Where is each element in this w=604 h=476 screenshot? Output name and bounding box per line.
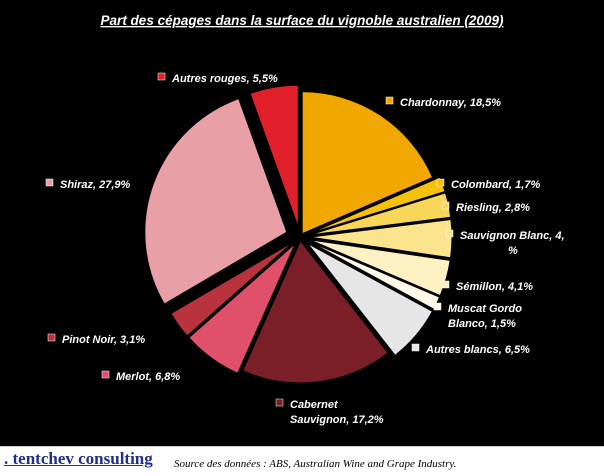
slice-label-text: Sémillon, 4,1% bbox=[456, 281, 533, 293]
slice-label-text: Chardonnay, 18,5% bbox=[400, 97, 501, 109]
slice-label: Sémillon, 4,1% bbox=[441, 280, 533, 293]
source-note: Source des données : ABS, Australian Win… bbox=[174, 458, 457, 470]
footer: . tentchev consulting Source des données… bbox=[0, 446, 604, 476]
slice-label: Pinot Noir, 3,1% bbox=[47, 333, 145, 346]
pie-labels: Chardonnay, 18,5% Colombard, 1,7% Riesling… bbox=[45, 72, 565, 426]
brand-name: . tentchev consulting bbox=[4, 449, 153, 468]
slice-label: Sauvignon Blanc, 4,% bbox=[445, 229, 565, 257]
slice-label-text: Merlot, 6,8% bbox=[116, 371, 180, 383]
pie-slice bbox=[144, 98, 288, 305]
pie-slice bbox=[170, 241, 294, 337]
pie-chart: Part des cépages dans la surface du vign… bbox=[45, 13, 565, 426]
legend-marker bbox=[445, 229, 454, 238]
pie-slice bbox=[309, 239, 451, 297]
slice-label: Shiraz, 27,9% bbox=[45, 178, 131, 191]
slice-label-text: Pinot Noir, 3,1% bbox=[62, 334, 145, 346]
legend-marker bbox=[411, 343, 420, 352]
slice-label-text: Sauvignon Blanc, 4,% bbox=[460, 230, 565, 257]
slice-label: Colombard, 1,7% bbox=[436, 178, 540, 191]
slice-label: Autres blancs, 6,5% bbox=[411, 343, 530, 356]
slice-label-text: Cabernet Sauvignon, 17,2% bbox=[290, 399, 384, 426]
chart-title: Part des cépages dans la surface du vign… bbox=[101, 13, 504, 28]
legend-marker bbox=[433, 302, 442, 311]
pie-slice bbox=[188, 243, 296, 374]
slice-label-text: Riesling, 2,8% bbox=[456, 202, 530, 214]
slice-label: Cabernet Sauvignon, 17,2% bbox=[275, 398, 384, 426]
slice-label: Riesling, 2,8% bbox=[441, 201, 530, 214]
slice-label-text: Autres rouges, 5,5% bbox=[171, 73, 278, 85]
slice-label-text: Shiraz, 27,9% bbox=[60, 179, 131, 191]
slice-label-text: Muscat Gordo Blanco, 1,5% bbox=[448, 303, 522, 330]
slice-label: Merlot, 6,8% bbox=[101, 370, 180, 383]
legend-marker bbox=[45, 178, 54, 187]
pie-slice bbox=[242, 240, 389, 384]
legend-marker bbox=[157, 72, 166, 81]
chart-area: Part des cépages dans la surface du vign… bbox=[0, 0, 604, 446]
pie-slice bbox=[307, 243, 434, 357]
pie-slices bbox=[144, 84, 453, 384]
legend-marker bbox=[436, 178, 445, 187]
slice-label-text: Autres blancs, 6,5% bbox=[425, 344, 530, 356]
pie-slice bbox=[309, 218, 453, 259]
legend-marker bbox=[101, 370, 110, 379]
pie-slice bbox=[249, 84, 299, 228]
slice-label: Muscat Gordo Blanco, 1,5% bbox=[433, 302, 522, 330]
legend-marker bbox=[275, 398, 284, 407]
slice-label-text: Colombard, 1,7% bbox=[451, 179, 540, 191]
slice-label: Autres rouges, 5,5% bbox=[157, 72, 278, 85]
slice-label: Chardonnay, 18,5% bbox=[385, 96, 501, 109]
pie-slice bbox=[301, 91, 434, 235]
legend-marker bbox=[441, 201, 450, 210]
legend-marker bbox=[385, 96, 394, 105]
legend-marker bbox=[47, 333, 56, 342]
legend-marker bbox=[441, 280, 450, 289]
